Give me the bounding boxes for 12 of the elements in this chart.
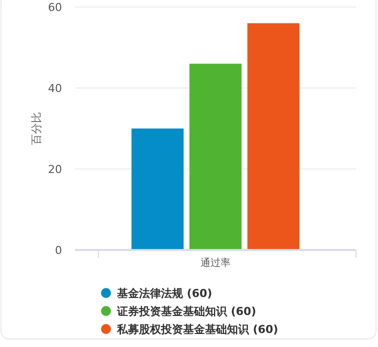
y-tick-label: 20 [48, 162, 62, 176]
legend-label: 私募股权投资基金基础知识 (60) [116, 322, 278, 336]
legend-label: 证券投资基金基础知识 (60) [116, 304, 256, 318]
y-tick-label: 40 [48, 82, 62, 95]
bar [247, 23, 300, 250]
legend-label: 基金法律法规 (60) [116, 286, 212, 300]
y-tick-label: 60 [48, 0, 62, 14]
y-tick-label: 0 [55, 244, 62, 257]
x-tick-label: 通过率 [200, 257, 230, 269]
y-axis-title: 百分比 [30, 112, 43, 145]
bar [132, 128, 184, 250]
bar [189, 64, 242, 250]
